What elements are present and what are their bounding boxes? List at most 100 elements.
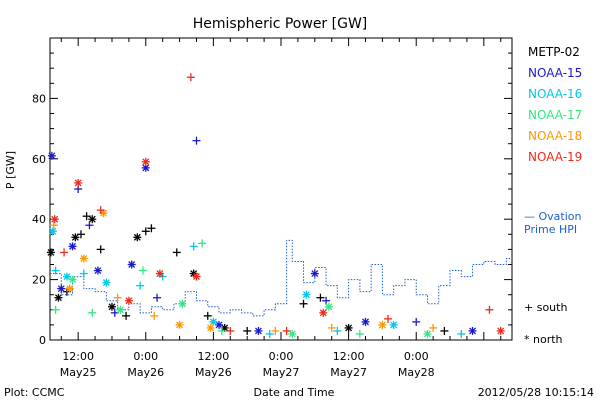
north-marker: [93, 266, 102, 275]
north-marker: [124, 296, 133, 305]
marker-stroke: [80, 255, 88, 262]
marker-stroke: [48, 152, 56, 160]
north-marker: [468, 326, 477, 335]
south-marker: [429, 323, 438, 332]
north-marker: [48, 227, 57, 236]
y-tick-label: 40: [32, 213, 46, 226]
south-marker: [96, 245, 105, 254]
north-marker: [155, 269, 164, 278]
south-marker: [327, 323, 336, 332]
north-marker: [57, 284, 66, 293]
north-marker: [496, 326, 505, 335]
south-marker: [85, 221, 94, 230]
north-marker: [206, 323, 215, 332]
north-marker: [50, 215, 59, 224]
y-tick-label: 80: [32, 92, 46, 105]
north-marker: [192, 272, 201, 281]
marker-stroke: [193, 273, 200, 281]
south-marker: [282, 326, 291, 335]
south-marker: [88, 308, 97, 317]
north-marker: [310, 269, 319, 278]
south-marker: [316, 293, 325, 302]
north-marker: [175, 320, 184, 329]
south-marker: [457, 329, 466, 338]
south-marker: [299, 299, 308, 308]
x-axis: 12:00 May25 0:00 May26 12:00 May26 0:00 May27 12…: [60, 38, 502, 379]
marker-stroke: [142, 158, 150, 166]
south-marker: [141, 227, 150, 236]
marker-stroke: [66, 285, 74, 293]
marker-stroke: [302, 291, 310, 299]
north-marker: [74, 178, 83, 187]
marker-stroke: [325, 303, 333, 311]
y-tick-label: 20: [32, 274, 46, 287]
marker-stroke: [69, 276, 76, 284]
north-marker: [54, 293, 63, 302]
north-marker: [302, 290, 311, 299]
south-marker: [198, 239, 207, 248]
north-marker: [88, 215, 97, 224]
north-marker: [47, 151, 56, 160]
marker-stroke: [88, 215, 96, 223]
north-marker: [141, 163, 150, 172]
marker-stroke: [57, 285, 65, 293]
x-tick-label-date: May27: [263, 366, 300, 379]
marker-stroke: [209, 318, 217, 326]
north-marker: [68, 242, 77, 251]
marker-stroke: [142, 164, 150, 172]
south-marker: [113, 293, 122, 302]
south-marker: [355, 329, 364, 338]
marker-stroke: [319, 309, 327, 317]
marker-stroke: [128, 261, 136, 268]
north-marker: [389, 320, 398, 329]
south-marker: [271, 326, 280, 335]
south-marker: [138, 266, 147, 275]
marker-stroke: [362, 318, 369, 326]
south-marker: [226, 326, 235, 335]
north-marker: [344, 323, 353, 332]
ovation-hpi-path: [50, 239, 512, 317]
north-marker: [254, 326, 263, 335]
marker-stroke: [102, 279, 110, 287]
south-marker: [60, 248, 69, 257]
x-tick-label-time: 12:00: [62, 350, 94, 363]
x-tick-label-date: May26: [127, 366, 164, 379]
marker-stroke: [345, 324, 353, 332]
marker-stroke: [255, 327, 262, 335]
x-tick-label-time: 0:00: [269, 350, 294, 363]
south-marker: [96, 206, 105, 215]
marker-stroke: [74, 179, 82, 187]
marker-legend-south: + south: [524, 301, 567, 314]
south-marker: [153, 293, 162, 302]
marker-stroke: [71, 233, 79, 241]
marker-stroke: [288, 330, 296, 338]
south-marker: [322, 296, 331, 305]
north-marker: [361, 317, 370, 326]
x-tick-label-time: 0:00: [133, 350, 158, 363]
marker-stroke: [424, 330, 431, 338]
legend-entry: METP-02: [528, 45, 580, 59]
marker-stroke: [176, 321, 184, 329]
marker-stroke: [469, 327, 477, 335]
south-marker: [485, 305, 494, 314]
south-marker: [412, 317, 421, 326]
legend-entry: NOAA-17: [528, 108, 582, 122]
north-marker: [178, 299, 187, 308]
south-marker: [189, 242, 198, 251]
satellite-markers: [46, 73, 505, 338]
north-marker: [141, 157, 150, 166]
x-axis-label: Date and Time: [254, 386, 335, 399]
north-marker: [68, 275, 77, 284]
ovation-label-line2: Prime HPI: [524, 223, 577, 236]
north-marker: [133, 233, 142, 242]
x-tick-label-time: 0:00: [404, 350, 429, 363]
marker-stroke: [215, 321, 223, 329]
north-marker: [102, 278, 111, 287]
marker-stroke: [69, 242, 76, 250]
marker-stroke: [116, 306, 124, 314]
south-marker: [186, 73, 195, 82]
legend-entry: NOAA-19: [528, 150, 582, 164]
marker-stroke: [51, 215, 59, 223]
south-marker: [147, 224, 156, 233]
legend-entry: NOAA-18: [528, 129, 582, 143]
